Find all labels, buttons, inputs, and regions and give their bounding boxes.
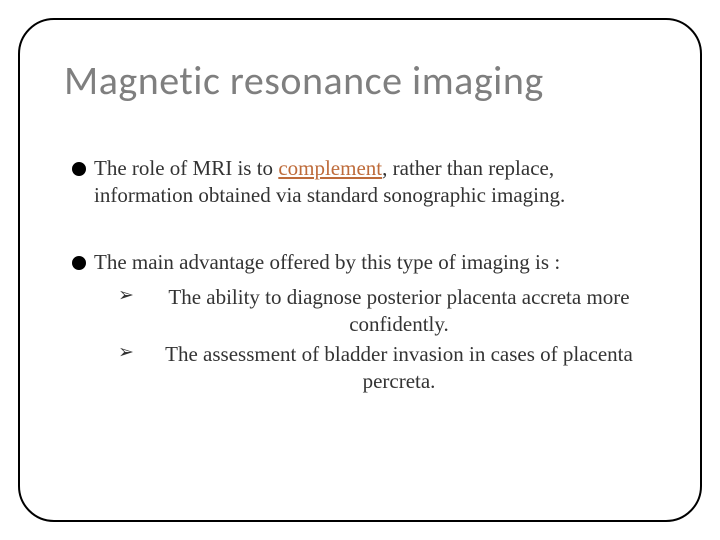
slide-container: Magnetic resonance imaging The role of M… (0, 0, 720, 540)
bullet-text: The main advantage offered by this type … (94, 250, 560, 274)
slide-frame: Magnetic resonance imaging The role of M… (18, 18, 702, 522)
sub-list-item: The ability to diagnose posterior placen… (118, 284, 656, 338)
sub-list: The ability to diagnose posterior placen… (94, 284, 656, 396)
list-item: The role of MRI is to complement, rather… (72, 155, 656, 209)
bullet-text-pre: The role of MRI is to (94, 156, 278, 180)
bullet-text-emph: complement (278, 156, 382, 180)
slide-title: Magnetic resonance imaging (64, 56, 656, 105)
bullet-list: The role of MRI is to complement, rather… (64, 155, 656, 395)
list-item: The main advantage offered by this type … (72, 249, 656, 395)
sub-list-item: The assessment of bladder invasion in ca… (118, 341, 656, 395)
